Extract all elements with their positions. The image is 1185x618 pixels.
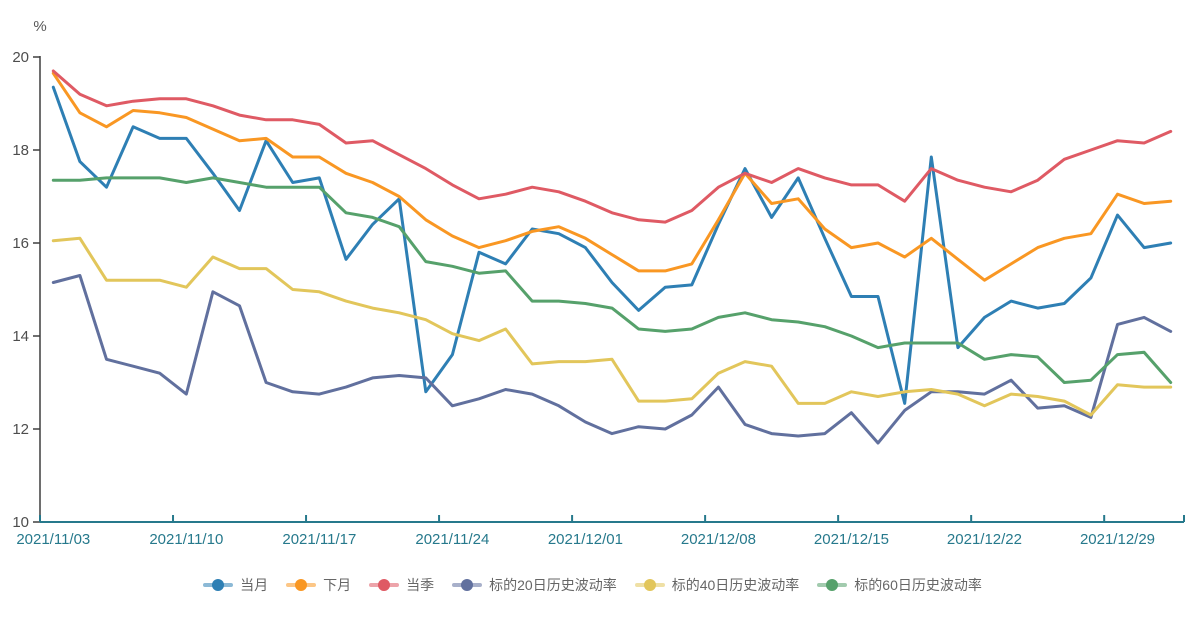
x-tick-label: 2021/12/15 [814,531,889,548]
series-line-1 [51,71,1173,282]
y-tick-label: 18 [12,142,29,159]
legend-item-2[interactable]: 当季 [369,575,434,595]
x-tick-label: 2021/11/17 [282,531,356,548]
series-line-4 [51,236,1173,417]
series-line-0 [51,85,1173,405]
legend-item-label: 标的20日历史波动率 [489,577,617,593]
legend-line-dot-icon [369,578,400,592]
y-tick-label: 10 [12,514,29,531]
series-line-3 [51,274,1173,445]
legend-item-5[interactable]: 标的60日历史波动率 [817,575,982,595]
legend-line-dot-icon [634,578,665,592]
x-tick-label: 2021/12/08 [681,531,756,548]
legend-item-label: 当季 [406,577,435,593]
y-tick-label: 14 [12,328,29,345]
legend-line-dot-icon [286,578,317,592]
x-tick-label: 2021/12/22 [947,531,1022,548]
y-tick-label: 20 [12,49,29,66]
y-tick-label: 12 [12,421,29,438]
legend-line-dot-icon [203,578,234,592]
legend-item-0[interactable]: 当月 [203,575,268,595]
legend-item-3[interactable]: 标的20日历史波动率 [452,575,617,595]
chart-legend: 当月 下月 当季 标的20日历史波动率 标的40日历史波动率 标的60日历史波动率 [0,568,1185,602]
legend-item-label: 下月 [323,577,352,593]
x-tick-label: 2021/11/10 [149,531,223,548]
y-axis-unit-label: % [33,18,47,35]
x-tick-label: 2021/12/29 [1080,531,1155,548]
legend-item-label: 标的60日历史波动率 [854,577,982,593]
legend-item-4[interactable]: 标的40日历史波动率 [634,575,800,595]
y-tick-label: 16 [12,235,29,252]
chart-plot-area: 10 12 14 16 18 20 2021/11/03 2021/11/10 2021/11/… [12,49,1185,548]
volatility-line-chart: % 10 12 14 16 18 20 2021/11/03 2021/11/10 2021/1… [12,18,1185,548]
legend-line-dot-icon [452,578,483,592]
series-line-5 [51,176,1173,384]
x-tick-label: 2021/11/24 [415,531,489,548]
legend-item-1[interactable]: 下月 [286,575,351,595]
legend-item-label: 标的40日历史波动率 [671,577,800,593]
legend-line-dot-icon [817,578,848,592]
x-tick-label: 2021/12/01 [548,531,623,548]
series-line-2 [51,69,1173,224]
legend-item-label: 当月 [240,577,269,593]
x-tick-label: 2021/11/03 [16,531,90,548]
